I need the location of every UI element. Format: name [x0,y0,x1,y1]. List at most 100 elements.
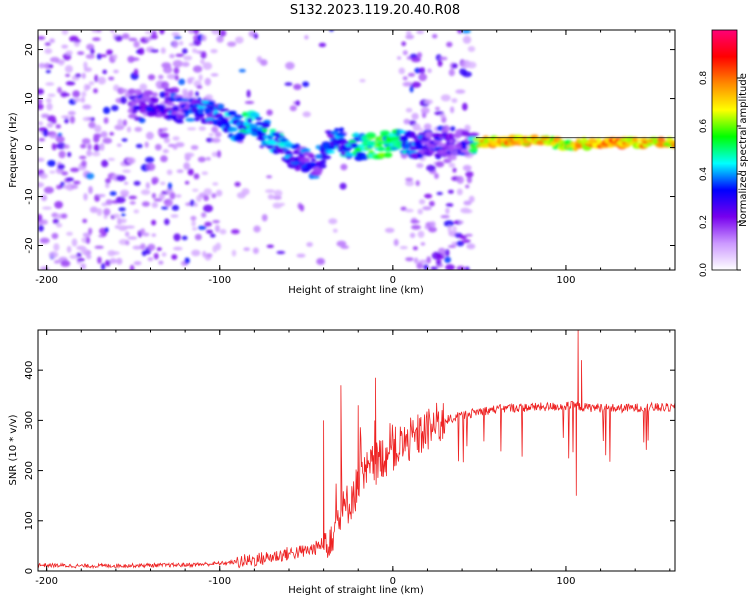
spectrogram-noise-cell [163,137,170,144]
spectrogram-noise-cell [212,220,220,224]
spectrogram-noise-cell [80,97,86,103]
spectrogram-noise-cell [419,199,426,205]
spectrogram-ridge-cell [339,127,345,133]
spectrogram-noise-cell [41,194,48,201]
x-tick-label: -200 [35,576,58,587]
spectrogram-noise-cell [439,113,446,119]
spectrogram-ridge-cell [172,105,180,112]
spectrogram-noise-cell [405,177,413,182]
spectrogram-noise-cell [175,194,182,198]
spectrogram-noise-cell [105,182,110,189]
spectrogram-noise-cell [125,231,130,237]
spectrogram-noise-cell [101,263,106,270]
spectrogram-noise-cell [181,235,188,241]
spectrogram-noise-cell [299,204,305,212]
spectrogram-noise-cell [445,264,455,270]
spectrogram-noise-cell [145,131,154,140]
spectrogram-noise-cell [234,181,241,187]
spectrogram-noise-cell [123,181,129,185]
spectrogram-ridge-cell [159,91,167,98]
spectrogram-noise-cell [118,207,126,212]
spectrogram-noise-cell [181,61,190,67]
spectrogram-noise-cell [85,236,91,244]
spectrogram-ridge-cell [220,117,228,122]
spectrogram-noise-cell [126,126,132,133]
spectrogram-noise-cell [102,137,113,144]
spectrogram-ridge-cell [233,114,244,119]
colorbar-label: Normalized spectral amplitude [738,73,749,227]
spectrogram-noise-cell [253,225,261,233]
y-tick-label: 400 [24,361,35,380]
spectrogram-ridge-cell [299,157,311,163]
spectrogram-noise-cell [456,175,464,184]
spectrogram-noise-cell [266,244,274,248]
spectrogram-noise-cell [424,193,433,199]
spectrogram-noise-cell [121,33,130,40]
spectrogram-noise-cell [465,233,473,237]
spectrogram-noise-cell [404,81,413,86]
spectrogram-noise-cell [216,35,224,43]
spectrogram-noise-cell [426,256,432,264]
spectrogram-noise-cell [422,206,432,211]
spectrogram-noise-cell [81,91,87,98]
spectrogram-noise-cell [39,173,48,179]
spectrogram-ridge-cell [228,126,238,132]
spectrogram-noise-cell [66,231,73,236]
spectrogram-noise-cell [138,117,146,124]
spectrogram-noise-cell [178,78,186,86]
spectrogram-noise-cell [193,202,198,207]
spectrogram-noise-cell [38,182,45,188]
spectrogram-noise-cell [457,30,463,34]
spectrogram-noise-cell [397,56,402,60]
spectrogram-noise-cell [48,64,54,69]
spectrogram-noise-cell [428,226,437,233]
spectrogram-noise-cell [88,227,93,235]
spectrogram-noise-cell [411,112,419,120]
spectrogram-noise-cell [94,245,104,249]
spectrogram-ridge-cell [143,90,154,96]
spectrogram-noise-cell [38,103,44,110]
spectrogram-noise-cell [434,173,439,179]
spectrogram-noise-cell [60,213,68,219]
spectrogram-noise-cell [120,213,126,217]
spectrogram-noise-cell [156,247,162,251]
spectrogram-noise-cell [211,151,219,157]
spectrogram-noise-cell [89,206,98,213]
spectrogram-noise-cell [139,83,148,91]
spectrogram-noise-cell [412,246,418,251]
spectrogram-ridge-cell [623,143,630,148]
y-tick-label: 100 [24,511,35,530]
spectrogram-noise-cell [468,195,475,203]
spectrogram-noise-cell [219,30,227,37]
spectrogram-noise-cell [466,61,477,69]
spectrogram-noise-cell [206,253,213,258]
spectrogram-noise-cell [161,252,167,257]
y-tick-label: 300 [24,411,35,430]
spectrogram-noise-cell [88,121,96,129]
x-tick-label: 100 [556,576,575,587]
spectrogram-noise-cell [133,209,140,214]
spectrogram-noise-cell [444,256,451,264]
spectrogram-ridge-cell [148,102,155,107]
spectrogram-noise-cell [411,224,421,230]
spectrogram-noise-cell [151,219,157,226]
spectrogram-noise-cell [452,225,457,232]
spectrogram-noise-cell [127,236,138,240]
spectrogram-noise-cell [456,188,463,196]
spectrogram-noise-cell [435,161,445,168]
spectrogram-ridge-cell [449,139,454,143]
spectrogram-noise-cell [166,169,173,176]
spectrogram-noise-cell [410,220,421,224]
spectrogram-noise-cell [464,209,473,214]
spectrogram-noise-cell [150,49,159,53]
spectrogram-noise-cell [193,39,202,46]
spectrogram-noise-cell [261,214,268,222]
spectrogram-noise-cell [204,77,211,86]
spectrogram-noise-cell [411,57,421,63]
spectrogram-noise-cell [64,65,73,73]
spectrogram-noise-cell [231,249,237,257]
spectrogram-noise-cell [211,193,217,199]
spectrogram-noise-cell [113,69,119,74]
spectrogram-noise-cell [196,85,203,89]
spectrogram-noise-cell [189,199,195,207]
